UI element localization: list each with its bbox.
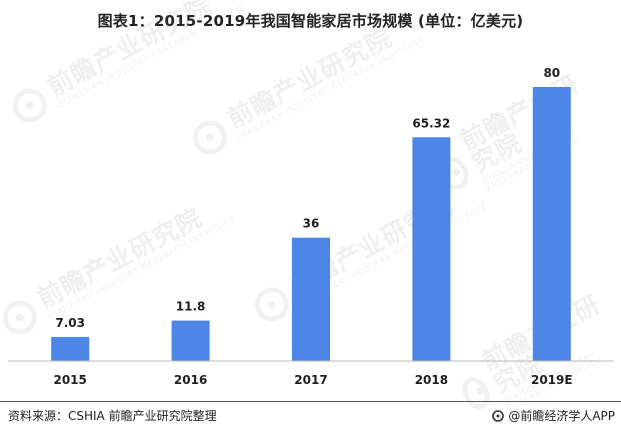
x-tick-2019E: 2019E	[531, 373, 573, 387]
brand-text: @前瞻经济学人APP	[508, 409, 615, 423]
bar-2018	[412, 137, 451, 361]
bar-2019E	[532, 87, 571, 361]
x-tick-2017: 2017	[294, 373, 327, 387]
bars	[51, 87, 571, 361]
x-tick-labels: 2015 2016 2017 2018 2019E	[53, 373, 572, 387]
bar-2015	[51, 336, 90, 361]
value-label-2019E: 80	[543, 66, 560, 80]
bar-2016	[171, 320, 210, 361]
chart-title: 图表1：2015-2019年我国智能家居市场规模 (单位：亿美元)	[97, 12, 524, 30]
footer-divider	[0, 401, 621, 402]
x-tick-2016: 2016	[174, 373, 207, 387]
value-label-2017: 36	[303, 217, 320, 231]
value-label-2016: 11.8	[176, 300, 206, 314]
x-tick-2018: 2018	[415, 373, 448, 387]
brand-credit: @前瞻经济学人APP	[491, 407, 615, 424]
value-label-2018: 65.32	[412, 116, 450, 130]
x-tick-2015: 2015	[53, 373, 86, 387]
value-labels: 7.03 11.8 36 65.32 80	[55, 66, 560, 330]
value-label-2015: 7.03	[55, 316, 85, 330]
qianzhan-logo-icon	[492, 409, 505, 422]
bar-2017	[292, 237, 330, 361]
source-note: 资料来源：CSHIA 前瞻产业研究院整理	[8, 409, 217, 423]
